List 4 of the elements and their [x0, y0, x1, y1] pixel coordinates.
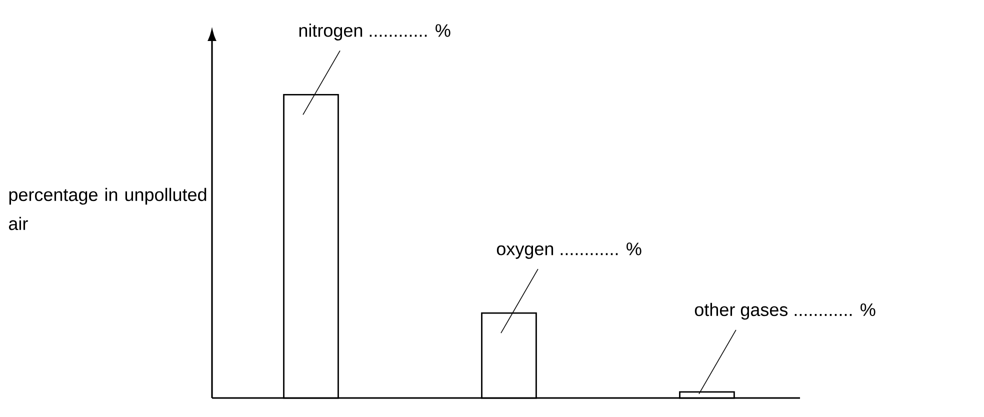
- text: nitrogen ............ %: [299, 24, 450, 40]
- annotation: oxygen ............ %: [496, 242, 642, 259]
- y-axis-title: percentage in unpolluted air: [8, 188, 206, 230]
- annotation: other gases ............ %: [694, 302, 876, 320]
